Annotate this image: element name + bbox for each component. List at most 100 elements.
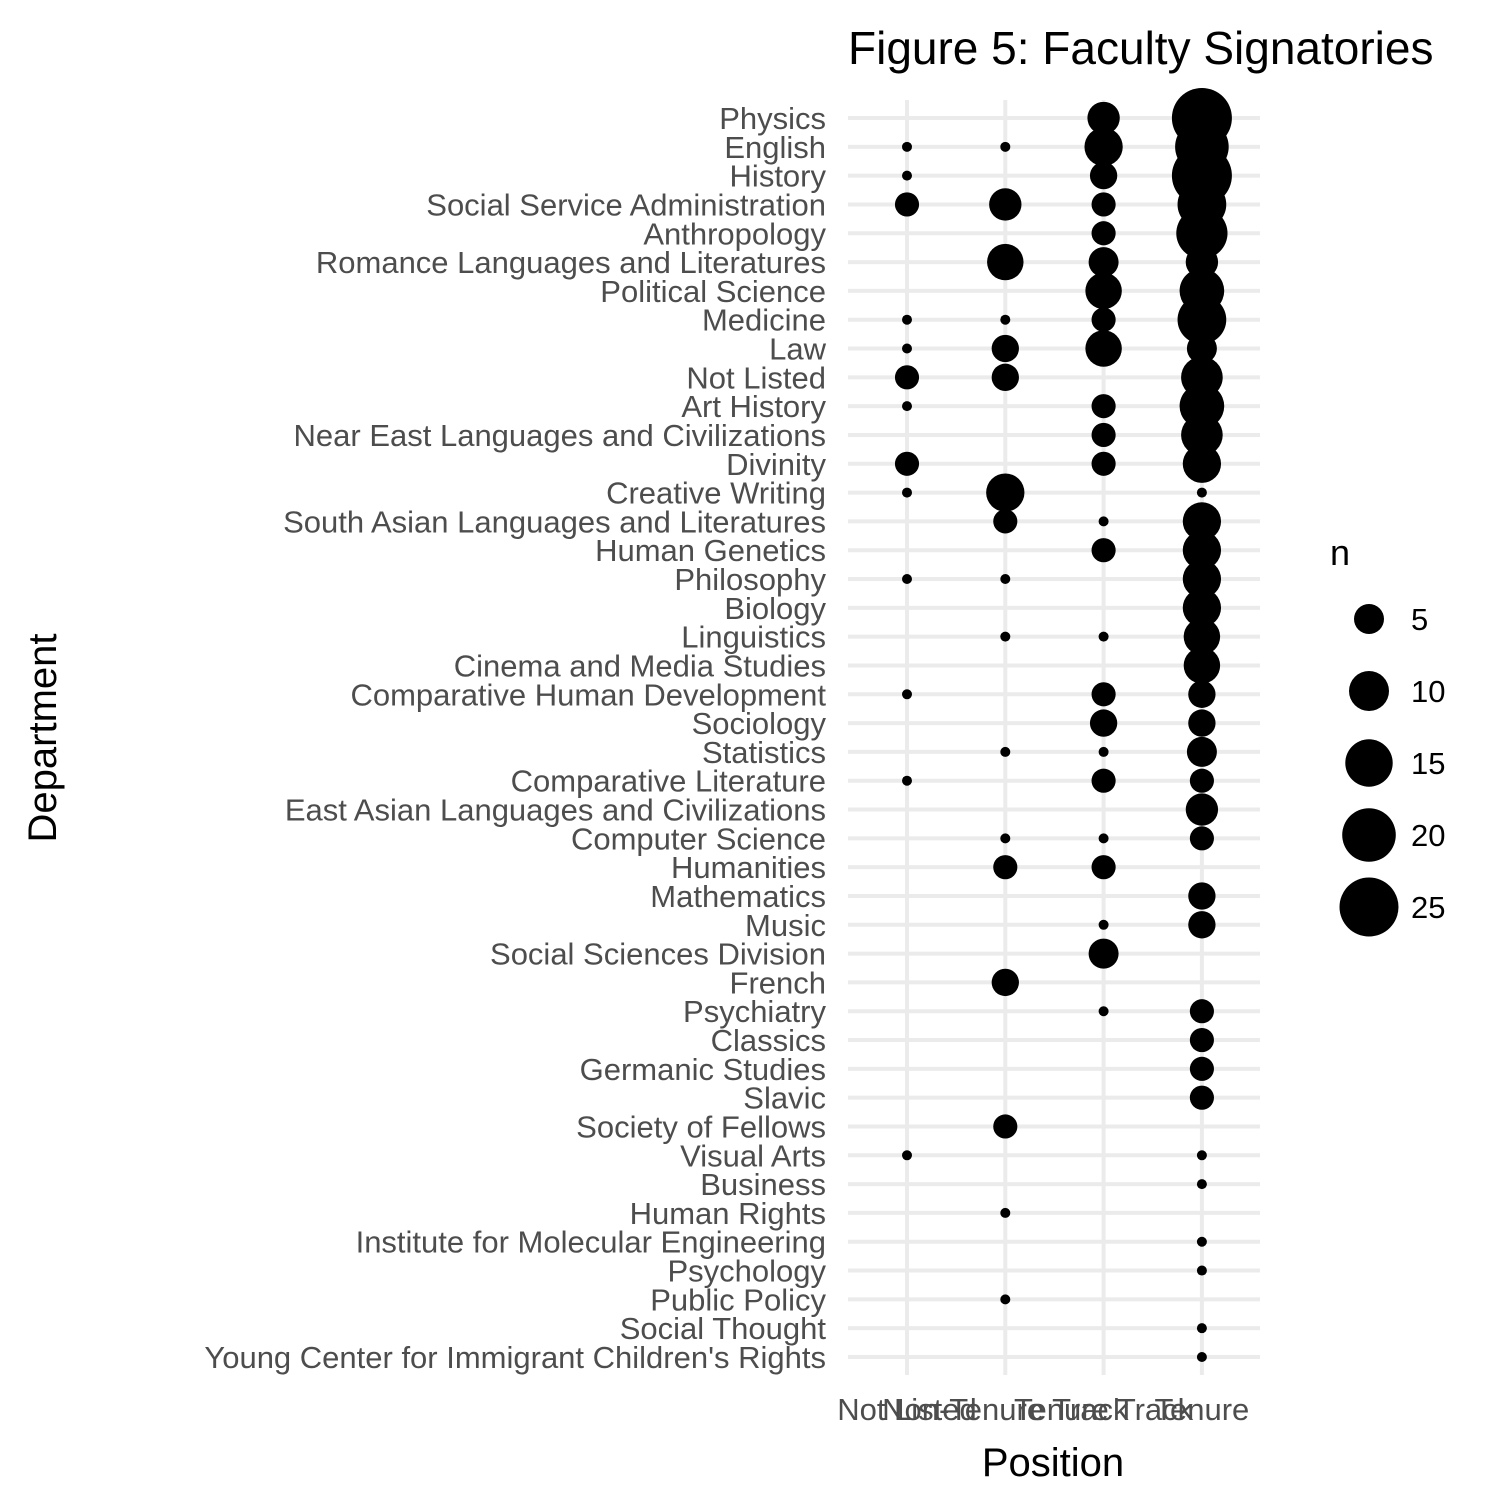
y-tick-label: Germanic Studies [580, 1052, 826, 1087]
data-point [986, 473, 1025, 512]
data-point [1189, 1056, 1214, 1081]
data-point [1000, 631, 1011, 642]
data-point [894, 365, 920, 390]
data-point [1000, 1294, 1011, 1305]
data-point [1181, 414, 1223, 456]
y-tick-label: Business [700, 1167, 826, 1202]
y-tick-label: Medicine [702, 303, 826, 338]
legend-label: 5 [1411, 602, 1428, 637]
data-point [1182, 444, 1222, 483]
data-point [1176, 207, 1228, 259]
data-point [1098, 833, 1109, 844]
data-point [1087, 101, 1120, 135]
x-tick-label: Not Listed [837, 1392, 977, 1427]
y-tick-label: History [730, 159, 827, 194]
y-tick-label: Classics [711, 1023, 826, 1058]
y-tick-label: Philosophy [674, 562, 826, 597]
data-point [1189, 999, 1214, 1024]
data-point [1182, 588, 1222, 627]
data-point [1088, 247, 1119, 278]
data-point [993, 1114, 1018, 1139]
data-point [902, 343, 912, 354]
chart-title: Figure 5: Faculty Signatories [848, 22, 1434, 74]
data-point [1000, 1207, 1011, 1218]
y-tick-label: Social Sciences Division [490, 937, 826, 972]
data-point [1000, 833, 1011, 844]
data-point [1196, 487, 1207, 498]
data-point [993, 855, 1018, 880]
y-tick-label: Institute for Molecular Engineering [356, 1225, 826, 1260]
data-point [894, 192, 920, 217]
legend-key [1354, 604, 1384, 634]
data-point [1189, 768, 1214, 793]
y-tick-label: Anthropology [643, 216, 826, 251]
data-point [1189, 826, 1214, 851]
data-point [1186, 333, 1217, 364]
y-tick-label: French [730, 965, 826, 1000]
y-tick-label: Cinema and Media Studies [454, 648, 826, 683]
x-tick-label: Tenure [1155, 1392, 1250, 1427]
data-point [1188, 911, 1216, 939]
data-point [902, 1150, 912, 1161]
data-point [1188, 882, 1216, 910]
y-tick-label: Creative Writing [606, 476, 826, 511]
data-point [1182, 559, 1222, 599]
data-point [902, 689, 912, 700]
data-point [991, 968, 1019, 997]
y-tick-label: English [724, 130, 826, 165]
data-point [1091, 422, 1116, 448]
y-tick-label: Law [769, 332, 826, 367]
y-tick-label: Biology [724, 591, 826, 626]
y-tick-label: Statistics [702, 735, 826, 770]
data-point [1188, 680, 1216, 708]
data-point [1098, 631, 1109, 642]
y-tick-label: Divinity [726, 447, 826, 482]
data-point [902, 775, 912, 786]
data-point [1182, 531, 1222, 570]
y-tick-label: East Asian Languages and Civilizations [285, 793, 826, 828]
y-tick-label: Near East Languages and Civilizations [294, 418, 826, 453]
data-point [1091, 394, 1116, 419]
y-axis-title: Department [21, 634, 65, 843]
y-tick-label: Linguistics [681, 620, 826, 655]
data-point [1091, 682, 1116, 707]
data-point [902, 487, 912, 498]
data-point [1186, 736, 1217, 767]
data-point [1189, 1085, 1214, 1110]
y-tick-label: Human Genetics [595, 533, 826, 568]
y-tick-label: Computer Science [571, 821, 826, 856]
y-tick-label: South Asian Languages and Literatures [283, 504, 826, 539]
y-tick-label: Psychiatry [683, 994, 826, 1029]
legend-key [1345, 739, 1393, 787]
legend-label: 25 [1411, 890, 1445, 925]
y-tick-label: Young Center for Immigrant Children's Ri… [204, 1340, 826, 1375]
data-point [1089, 161, 1118, 190]
data-point [1196, 1323, 1207, 1334]
data-point [1098, 1006, 1109, 1017]
legend-key [1339, 877, 1399, 937]
data-point [1098, 746, 1109, 757]
data-point [1091, 192, 1116, 217]
y-tick-label: Psychology [667, 1254, 826, 1289]
y-tick-label: Music [745, 908, 826, 943]
data-point [1085, 272, 1122, 310]
data-point [1196, 1352, 1207, 1362]
y-tick-label: Sociology [692, 706, 827, 741]
data-point [1091, 307, 1116, 332]
data-point [1091, 768, 1116, 793]
data-point [1196, 1236, 1207, 1247]
data-point [989, 188, 1022, 221]
y-tick-label: Social Thought [620, 1311, 827, 1346]
data-point [1189, 1027, 1214, 1053]
data-point [1000, 746, 1011, 757]
data-point [902, 574, 912, 585]
data-point [987, 243, 1024, 281]
x-tick-label: Tenure Track [1014, 1392, 1194, 1427]
legend-title: n [1330, 532, 1350, 573]
data-point [902, 141, 912, 152]
data-point [993, 509, 1018, 534]
data-point [902, 401, 912, 412]
y-tick-label: Political Science [600, 274, 826, 309]
